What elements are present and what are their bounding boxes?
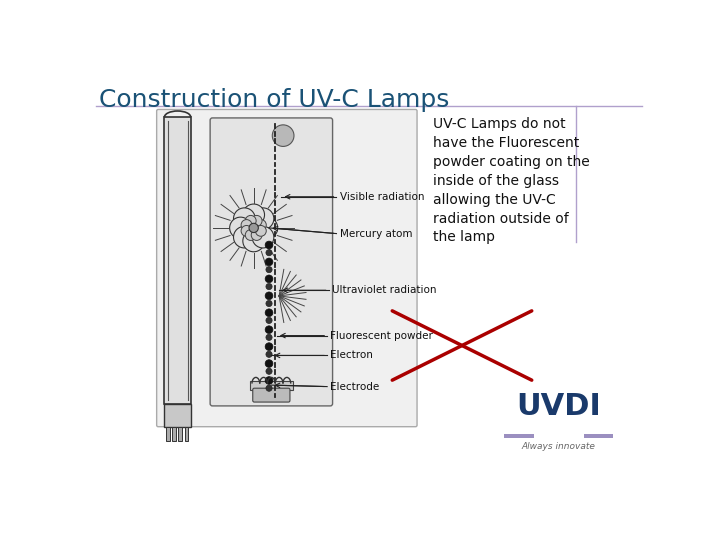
Bar (583, 434, 613, 437)
Circle shape (251, 230, 262, 240)
FancyBboxPatch shape (157, 110, 417, 427)
Text: Ultraviolet radiation: Ultraviolet radiation (332, 285, 436, 295)
Circle shape (265, 292, 273, 300)
Bar (184, 427, 189, 441)
Text: Electrode: Electrode (330, 382, 379, 392)
Circle shape (256, 226, 266, 237)
FancyBboxPatch shape (253, 388, 290, 402)
Circle shape (266, 334, 272, 340)
Circle shape (266, 249, 272, 256)
Circle shape (241, 220, 252, 231)
Bar (505, 434, 534, 437)
Circle shape (266, 300, 272, 307)
Bar (179, 427, 182, 441)
Circle shape (246, 230, 256, 240)
Circle shape (252, 226, 274, 248)
Circle shape (256, 220, 266, 231)
Circle shape (230, 217, 251, 239)
Circle shape (265, 241, 273, 249)
Text: UVDI: UVDI (516, 392, 601, 421)
Circle shape (256, 217, 278, 239)
Circle shape (243, 204, 264, 226)
Text: Always innovate: Always innovate (522, 442, 595, 451)
Circle shape (272, 125, 294, 146)
Circle shape (252, 208, 274, 230)
Circle shape (266, 284, 272, 289)
Circle shape (265, 377, 273, 384)
Circle shape (241, 226, 252, 237)
Bar (166, 427, 170, 441)
FancyBboxPatch shape (210, 118, 333, 406)
Circle shape (233, 208, 255, 230)
Circle shape (266, 318, 272, 323)
Circle shape (233, 226, 255, 248)
Text: UV-C Lamps do not
have the Fluorescent
powder coating on the
inside of the glass: UV-C Lamps do not have the Fluorescent p… (433, 117, 590, 245)
Text: Electron: Electron (330, 350, 373, 360)
Circle shape (266, 368, 272, 374)
Circle shape (243, 230, 264, 252)
Bar (172, 427, 176, 441)
Bar (164, 117, 191, 403)
Circle shape (246, 215, 256, 226)
Circle shape (265, 326, 273, 334)
Text: Construction of UV-C Lamps: Construction of UV-C Lamps (99, 88, 450, 112)
Circle shape (266, 267, 272, 273)
Circle shape (265, 275, 273, 283)
Bar (250, 381, 293, 390)
Circle shape (265, 309, 273, 316)
Circle shape (265, 258, 273, 266)
Circle shape (265, 360, 273, 367)
Circle shape (251, 215, 262, 226)
Text: Fluorescent powder: Fluorescent powder (330, 330, 433, 341)
Circle shape (265, 343, 273, 350)
Text: Mercury atom: Mercury atom (340, 228, 412, 239)
Text: Visible radiation: Visible radiation (340, 192, 424, 202)
Circle shape (266, 351, 272, 357)
Bar (164, 403, 191, 427)
Circle shape (266, 385, 272, 392)
Circle shape (249, 224, 258, 233)
